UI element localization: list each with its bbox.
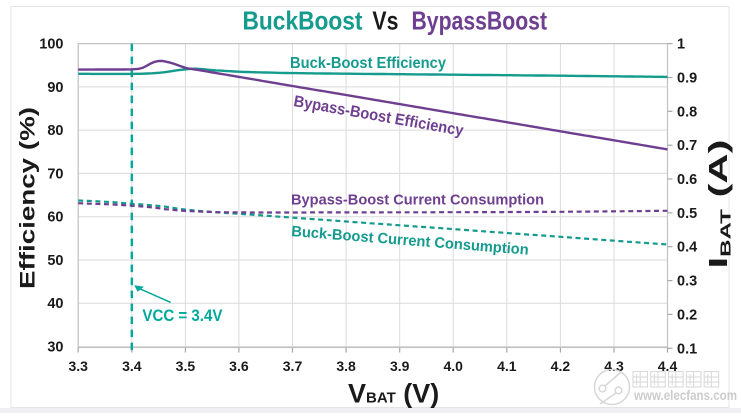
svg-text:50: 50 — [47, 253, 63, 269]
svg-text:90: 90 — [47, 80, 63, 96]
svg-text:Bypass-Boost Current Consumpti: Bypass-Boost Current Consumption — [291, 192, 544, 209]
svg-text:0.2: 0.2 — [677, 307, 697, 323]
svg-text:4.2: 4.2 — [551, 358, 571, 374]
svg-text:60: 60 — [47, 210, 63, 226]
svg-text:0.8: 0.8 — [677, 104, 697, 120]
svg-text:Efficiency (%): Efficiency (%) — [17, 107, 40, 289]
svg-text:4.4: 4.4 — [658, 358, 678, 374]
svg-text:www.elecfans.com: www.elecfans.com — [633, 388, 737, 403]
svg-text:4.0: 4.0 — [443, 358, 463, 374]
svg-text:3.6: 3.6 — [229, 358, 249, 374]
svg-text:0.3: 0.3 — [677, 274, 697, 290]
svg-text:40: 40 — [47, 296, 63, 312]
svg-text:Buck-Boost Efficiency: Buck-Boost Efficiency — [290, 55, 446, 72]
svg-text:0.6: 0.6 — [677, 172, 697, 188]
svg-text:0.7: 0.7 — [677, 138, 697, 154]
svg-text:1: 1 — [677, 37, 685, 53]
svg-text:4.1: 4.1 — [497, 358, 517, 374]
svg-text:3.9: 3.9 — [390, 358, 410, 374]
svg-text:VBAT (V): VBAT (V) — [348, 379, 439, 409]
svg-text:30: 30 — [47, 340, 63, 356]
svg-text:IBAT (A): IBAT (A) — [703, 140, 735, 269]
svg-text:0.4: 0.4 — [677, 240, 697, 256]
svg-text:100: 100 — [39, 37, 63, 53]
svg-text:80: 80 — [47, 123, 63, 139]
svg-text:VCC = 3.4V: VCC = 3.4V — [142, 306, 223, 325]
svg-text:0.1: 0.1 — [677, 341, 697, 357]
svg-text:3.7: 3.7 — [283, 358, 303, 374]
svg-text:0.5: 0.5 — [677, 206, 697, 222]
svg-text:3.4: 3.4 — [122, 358, 142, 374]
svg-text:70: 70 — [47, 166, 63, 182]
svg-text:3.3: 3.3 — [68, 358, 88, 374]
svg-text:3.8: 3.8 — [336, 358, 356, 374]
svg-text:3.5: 3.5 — [176, 358, 196, 374]
svg-text:0.9: 0.9 — [677, 71, 697, 87]
